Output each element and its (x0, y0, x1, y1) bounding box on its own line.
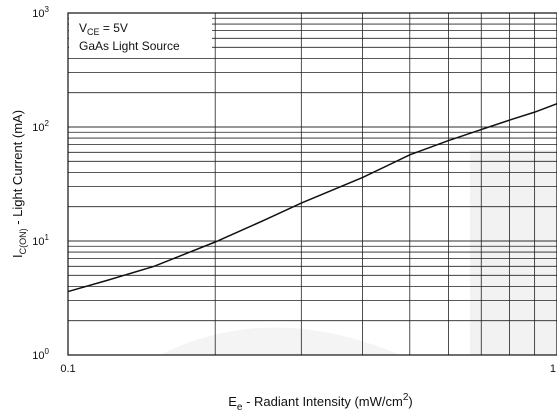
tick-labels: 0.1 1 100 101 102 103 (32, 5, 556, 375)
y-tick-label: 103 (32, 5, 49, 20)
annotation-vce: VCE = 5V (79, 21, 128, 37)
series-layer (67, 103, 557, 293)
background-shading (160, 150, 557, 355)
y-tick-label: 102 (32, 119, 49, 134)
background-shade (160, 327, 400, 355)
annotation-box: VCE = 5V GaAs Light Source (69, 14, 212, 58)
axis-titles: Ee - Radiant Intensity (mW/cm2) IC(ON) - … (10, 110, 413, 413)
annotation-light-source: GaAs Light Source (79, 39, 180, 53)
y-axis-title: IC(ON) - Light Current (mA) (10, 110, 28, 258)
y-tick-label: 100 (32, 347, 49, 362)
plot-border (67, 12, 557, 356)
x-axis-title: Ee - Radiant Intensity (mW/cm2) (228, 392, 413, 413)
gridlines (67, 12, 557, 356)
x-tick-label: 0.1 (60, 363, 75, 375)
y-tick-label: 101 (32, 233, 49, 248)
series-line (67, 103, 557, 293)
annotation-box-bg (69, 14, 212, 58)
x-tick-label: 1 (550, 363, 556, 375)
background-shade (470, 150, 557, 355)
